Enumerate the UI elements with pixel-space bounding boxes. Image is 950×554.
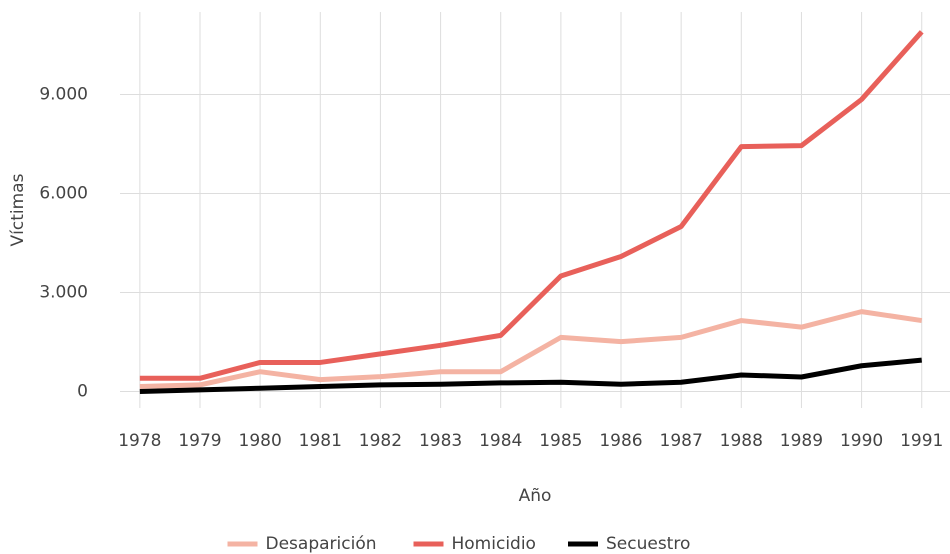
y-tick-label: 6.000	[39, 184, 88, 204]
x-tick-label: 1985	[539, 431, 582, 451]
series-line	[139, 357, 922, 394]
y-tick-label: 0	[77, 382, 88, 402]
y-axis-label: Víctimas	[8, 173, 28, 246]
y-tick-label: 3.000	[39, 283, 88, 303]
x-axis-label: Año	[519, 486, 552, 506]
x-tick-label: 1982	[359, 431, 402, 451]
x-tick-label: 1991	[900, 431, 943, 451]
x-tick-label: 1989	[780, 431, 823, 451]
y-tick-label: 9.000	[39, 85, 88, 105]
legend-label: Desaparición	[266, 534, 377, 554]
x-tick-label: 1983	[419, 431, 462, 451]
legend-label: Secuestro	[606, 534, 690, 554]
series-line	[139, 309, 923, 390]
x-tick-label: 1987	[660, 431, 703, 451]
legend-label: Homicidio	[452, 534, 536, 554]
series-line	[139, 30, 924, 381]
x-tick-label: 1988	[720, 431, 763, 451]
x-tick-label: 1990	[840, 431, 883, 451]
x-tick-label: 1986	[599, 431, 642, 451]
x-tick-label: 1981	[299, 431, 342, 451]
x-tick-label: 1978	[118, 431, 161, 451]
x-tick-label: 1984	[479, 431, 522, 451]
x-tick-label: 1979	[178, 431, 221, 451]
x-tick-label: 1980	[239, 431, 282, 451]
